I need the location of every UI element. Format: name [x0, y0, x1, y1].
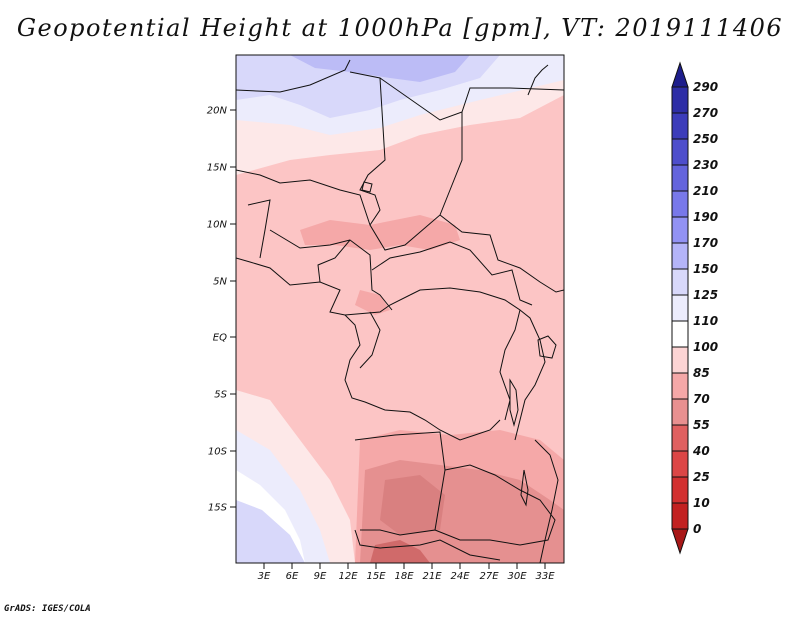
lon-tick-label: 24E: [450, 571, 470, 582]
lake-chad-outline: [361, 181, 373, 193]
colorbar-swatch: [671, 502, 689, 530]
border-lower-strip: [354, 529, 501, 561]
colorbar-swatch: [671, 242, 689, 270]
lon-tick-label: 15E: [366, 571, 386, 582]
lon-tick-label: 3E: [258, 571, 271, 582]
colorbar-label: 125: [693, 288, 718, 302]
border-central-west: [317, 239, 393, 311]
lon-tick-label: 12E: [338, 571, 358, 582]
border-congo-basin: [344, 314, 501, 441]
field-east-africa-85: [355, 290, 390, 315]
lat-tick-label: 10S: [208, 447, 228, 458]
colorbar-swatch: [671, 346, 689, 374]
colorbar-swatch: [671, 138, 689, 166]
lake-tanganyika-outline: [509, 378, 519, 427]
border-west-africa: [247, 199, 351, 259]
colorbar-label: 290: [693, 80, 718, 94]
field-central-africa-85: [300, 215, 460, 250]
lake-malawi-outline: [520, 469, 529, 507]
colorbar-swatch: [671, 268, 689, 296]
map-frame: [235, 54, 565, 564]
border-great-lakes: [514, 309, 546, 441]
colorbar-label: 190: [693, 210, 718, 224]
lat-tick-label: 15S: [208, 503, 228, 514]
lat-tick-label: EQ: [213, 333, 227, 344]
colorbar-label: 230: [693, 158, 718, 172]
border-southern-east: [434, 464, 556, 546]
credit-text: GrADS: IGES/COLA: [4, 604, 91, 614]
lat-tick-label: 5N: [213, 277, 227, 288]
lon-tick-label: 18E: [394, 571, 414, 582]
colorbar-swatch: [671, 112, 689, 140]
lon-tick-label: 33E: [535, 571, 555, 582]
colorbar-label: 25: [693, 470, 710, 484]
latitude-axis: 20N 15N 10N 5N EQ 5S 10S 15S: [207, 106, 236, 514]
geopotential-field: [236, 55, 564, 563]
colorbar-swatch: [671, 86, 689, 114]
lon-tick-label: 6E: [286, 571, 299, 582]
chart-title: Geopotential Height at 1000hPa [gpm], VT…: [16, 14, 784, 42]
colorbar-label: 210: [693, 184, 718, 198]
colorbar-label: 85: [693, 366, 710, 380]
longitude-axis: 3E 6E 9E 12E 15E 18E 21E 24E 27E 30E 33E: [258, 563, 555, 582]
field-north-cell-170: [290, 55, 470, 82]
colorbar-label: 250: [693, 132, 718, 146]
colorbar-label: 170: [693, 236, 718, 250]
colorbar-label: 110: [693, 314, 718, 328]
field-southern-africa-55: [380, 475, 445, 535]
colorbar-bottom-arrow: [671, 528, 689, 555]
colorbar-swatch: [671, 372, 689, 400]
lon-tick-label: 30E: [507, 571, 527, 582]
colorbar-top-arrow: [671, 61, 689, 88]
colorbar-label: 150: [693, 262, 718, 276]
border-drc-west: [359, 311, 381, 369]
border-gulf-coast: [236, 257, 411, 316]
colorbar-swatch: [671, 294, 689, 322]
colorbar-swatch: [671, 398, 689, 426]
lat-tick-label: 15N: [207, 163, 228, 174]
lon-tick-label: 9E: [314, 571, 327, 582]
field-southwest-corner-150: [236, 500, 305, 563]
lat-tick-label: 10N: [207, 220, 228, 231]
lat-tick-label: 20N: [207, 106, 228, 117]
colorbar-swatch: [671, 320, 689, 348]
colorbar: 2902702502302101901701501251101008570554…: [671, 61, 718, 555]
field-southern-africa-deep-40: [370, 540, 430, 563]
colorbar-label: 0: [693, 522, 701, 536]
colorbar-swatch: [671, 216, 689, 244]
lat-tick-label: 5S: [214, 390, 227, 401]
lon-tick-label: 21E: [422, 571, 442, 582]
colorbar-label: 55: [693, 418, 710, 432]
colorbar-swatch: [671, 450, 689, 478]
border-central-east: [371, 241, 533, 306]
colorbar-label: 270: [693, 106, 718, 120]
border-southern-west: [354, 431, 446, 536]
border-sahel-west: [236, 169, 371, 226]
colorbar-swatch: [671, 476, 689, 504]
colorbar-label: 10: [693, 496, 710, 510]
lake-victoria-outline: [537, 335, 557, 359]
colorbar-label: 100: [693, 340, 718, 354]
colorbar-swatch: [671, 424, 689, 452]
country-borders: [236, 59, 564, 563]
colorbar-swatch: [671, 190, 689, 218]
colorbar-swatch: [671, 164, 689, 192]
colorbar-label: 70: [693, 392, 710, 406]
lon-tick-label: 27E: [479, 571, 499, 582]
border-horn-east: [439, 214, 564, 293]
border-east-coast: [534, 439, 559, 563]
colorbar-label: 40: [692, 444, 710, 458]
red-sea-coast: [527, 64, 549, 96]
